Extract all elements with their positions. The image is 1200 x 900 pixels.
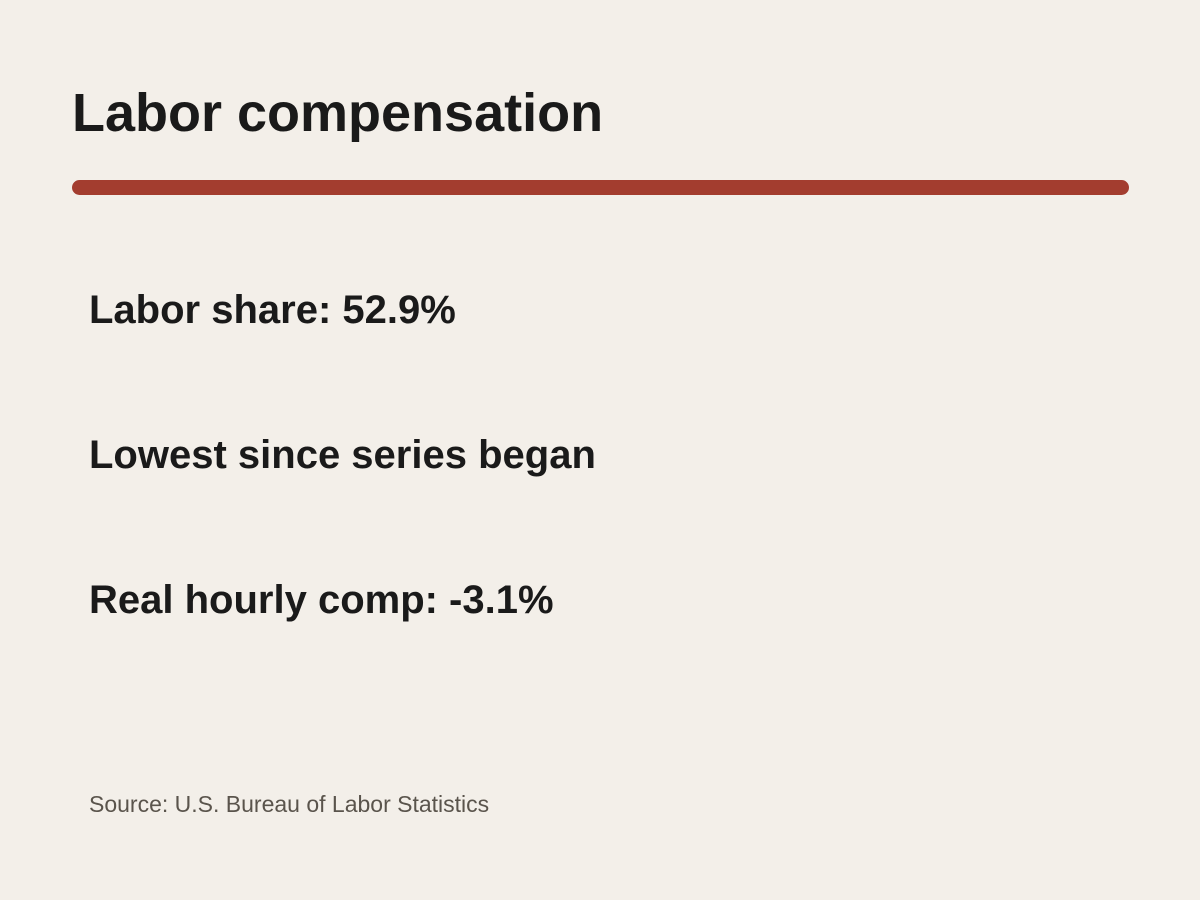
stat-line: Labor share: 52.9% — [89, 288, 456, 332]
source-note: Source: U.S. Bureau of Labor Statistics — [89, 791, 490, 817]
title: Labor compensation — [72, 83, 604, 143]
divider — [72, 180, 1129, 195]
stat-line: Real hourly comp: -3.1% — [89, 578, 554, 622]
stat-line: Lowest since series began — [89, 433, 596, 477]
